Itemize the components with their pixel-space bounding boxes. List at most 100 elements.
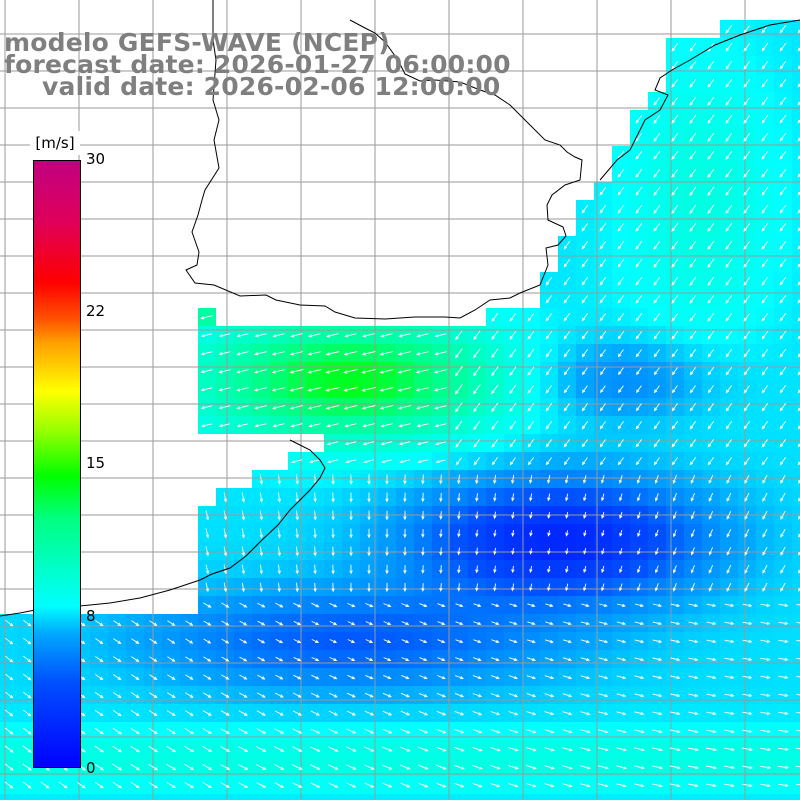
wind-vector-arrow <box>671 168 679 178</box>
wind-vector-arrow <box>220 728 231 734</box>
wind-vector-arrow <box>292 710 303 716</box>
wind-vector-arrow <box>563 258 571 268</box>
wind-vector-arrow <box>778 711 789 716</box>
wind-vector-arrow <box>707 222 715 232</box>
wind-vector-arrow <box>491 402 499 413</box>
wind-vector-arrow <box>508 657 518 662</box>
wind-vector-arrow <box>653 294 661 304</box>
wind-vector-arrow <box>385 510 389 521</box>
wind-vector-arrow <box>401 674 410 680</box>
wind-vector-arrow <box>689 60 697 70</box>
wind-vector-arrow <box>689 168 697 178</box>
wind-vector-arrow <box>238 746 249 753</box>
wind-vector-arrow <box>236 369 249 374</box>
wind-vector-arrow <box>653 276 661 286</box>
wind-vector-arrow <box>203 620 212 626</box>
wind-vector-arrow <box>779 60 787 70</box>
wind-vector-arrow <box>401 621 410 626</box>
wind-vector-arrow <box>780 546 786 556</box>
wind-vector-arrow <box>385 582 389 593</box>
wind-vector-arrow <box>797 191 800 196</box>
wind-vector-arrow <box>581 367 588 376</box>
wind-speed-cell <box>162 794 180 800</box>
wind-vector-arrow <box>491 420 499 430</box>
wind-vector-arrow <box>689 312 697 322</box>
wind-vector-arrow <box>527 312 535 322</box>
wind-speed-cell <box>576 794 594 800</box>
wind-vector-arrow <box>743 168 751 178</box>
wind-vector-arrow <box>777 765 790 770</box>
wind-vector-arrow <box>112 745 123 753</box>
wind-vector-arrow <box>491 312 499 322</box>
wind-vector-arrow <box>725 222 733 232</box>
wind-vector-arrow <box>743 367 751 376</box>
wind-vector-arrow <box>619 547 623 555</box>
wind-vector-arrow <box>545 330 553 340</box>
wind-vector-arrow <box>706 675 717 680</box>
wind-speed-cell <box>792 542 800 560</box>
wind-speed-cell <box>288 794 306 800</box>
wind-vector-arrow <box>349 528 353 539</box>
wind-vector-arrow <box>706 603 717 608</box>
wind-vector-arrow <box>599 312 607 322</box>
wind-vector-arrow <box>725 114 733 124</box>
wind-vector-arrow <box>653 96 661 106</box>
wind-speed-cell <box>792 650 800 668</box>
wind-vector-arrow <box>653 457 660 466</box>
wind-speed-cell <box>792 38 800 56</box>
wind-vector-arrow <box>743 330 751 340</box>
wind-vector-arrow <box>490 746 501 752</box>
wind-vector-arrow <box>761 403 769 412</box>
wind-vector-arrow <box>22 781 32 789</box>
wind-vector-arrow <box>256 692 266 698</box>
wind-vector-arrow <box>545 621 554 626</box>
wind-vector-arrow <box>76 781 86 789</box>
wind-vector-arrow <box>493 583 497 592</box>
wind-vector-arrow <box>617 421 624 430</box>
wind-speed-cell <box>504 794 522 800</box>
wind-vector-arrow <box>726 582 732 592</box>
wind-vector-arrow <box>236 351 249 356</box>
wind-vector-arrow <box>726 564 732 574</box>
wind-vector-arrow <box>599 385 606 394</box>
wind-vector-arrow <box>599 240 607 250</box>
wind-vector-arrow <box>239 674 248 680</box>
wind-vector-arrow <box>493 511 497 520</box>
wind-vector-arrow <box>238 764 249 771</box>
wind-speed-cell <box>342 794 360 800</box>
wind-vector-arrow <box>455 603 464 608</box>
wind-vector-arrow <box>563 349 571 358</box>
wind-vector-arrow <box>205 510 210 521</box>
wind-vector-arrow <box>653 385 660 394</box>
wind-vector-arrow <box>743 240 751 250</box>
wind-vector-arrow <box>421 583 425 592</box>
wind-vector-arrow <box>184 782 195 789</box>
wind-vector-arrow <box>725 294 733 304</box>
wind-vector-arrow <box>671 312 679 322</box>
wind-vector-arrow <box>671 421 679 430</box>
wind-vector-arrow <box>202 710 212 716</box>
wind-vector-arrow <box>761 385 769 394</box>
wind-vector-arrow <box>617 222 625 232</box>
wind-vector-arrow <box>130 763 141 771</box>
wind-vector-arrow <box>331 474 335 485</box>
wind-vector-arrow <box>672 547 677 556</box>
wind-vector-arrow <box>289 351 304 356</box>
wind-vector-arrow <box>635 150 643 160</box>
wind-speed-cell <box>792 470 800 488</box>
wind-vector-arrow <box>617 331 625 340</box>
wind-vector-arrow <box>239 656 248 662</box>
wind-vector-arrow <box>346 764 357 770</box>
wind-vector-arrow <box>95 638 104 645</box>
wind-vector-arrow <box>598 657 609 662</box>
wind-vector-arrow <box>310 692 320 698</box>
wind-vector-arrow <box>762 546 768 556</box>
wind-vector-arrow <box>544 675 555 680</box>
wind-vector-arrow <box>509 457 516 466</box>
wind-vector-arrow <box>762 474 768 484</box>
wind-vector-arrow <box>652 783 663 788</box>
wind-vector-arrow <box>780 528 786 538</box>
wind-vector-arrow <box>148 763 159 771</box>
wind-vector-arrow <box>259 564 263 575</box>
